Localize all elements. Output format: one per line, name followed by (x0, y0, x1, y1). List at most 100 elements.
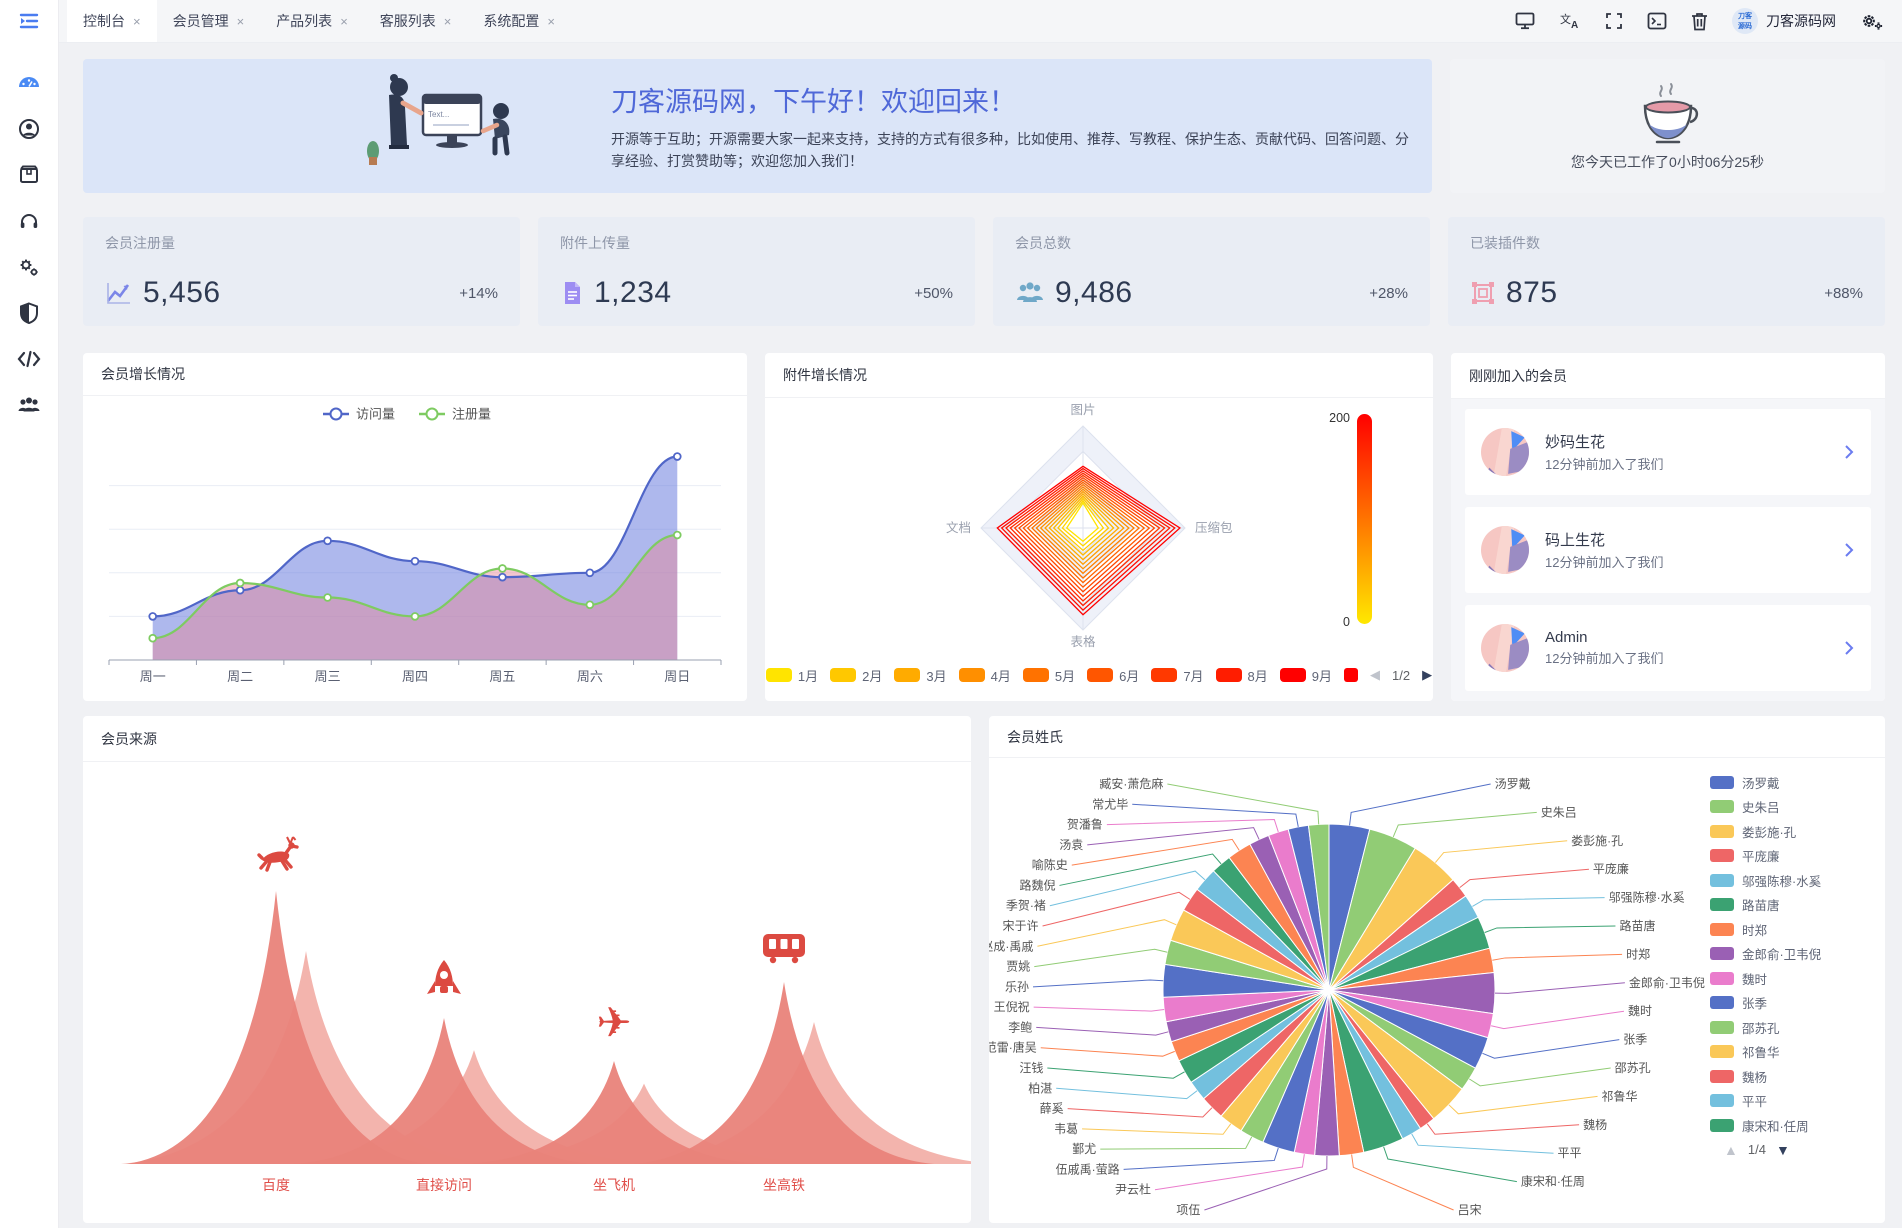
member-list-item[interactable]: Admin 12分钟前加入了我们 (1465, 605, 1871, 691)
legend-item[interactable]: 注册量 (419, 407, 491, 422)
pie-chart-svg: 汤罗戴史朱吕娄彭施·孔平庞廉邬强陈穆·水奚路苗唐时郑金郎俞·卫韦倪魏时张季邵苏孔… (973, 776, 1705, 1217)
trash-icon[interactable] (1691, 12, 1708, 31)
radar-legend-item[interactable]: 2月 (830, 666, 882, 685)
pie-legend-item[interactable]: 汤罗戴 (1710, 770, 1885, 795)
legend-prev-icon[interactable]: ◀ (1370, 667, 1381, 683)
pie-label: 宋于许 (1003, 918, 1039, 933)
sidebar-item-code[interactable] (0, 336, 58, 382)
legend-page-indicator: 1/2 (1392, 667, 1411, 683)
member-note: 12分钟前加入了我们 (1545, 555, 1664, 570)
file-icon (565, 282, 580, 304)
pie-legend-item[interactable]: 魏杨 (1710, 1064, 1885, 1089)
package-icon (20, 165, 38, 183)
legend-next-icon[interactable]: ▶ (1422, 667, 1433, 683)
radar-legend-item[interactable]: 9月 (1279, 666, 1332, 685)
chevron-right-icon[interactable] (1843, 444, 1855, 460)
sidebar-item-settings[interactable] (0, 244, 58, 290)
radar-legend-item[interactable]: 4月 (958, 666, 1011, 685)
sidebar-item-members[interactable] (0, 382, 58, 428)
pie-legend-item[interactable]: 娄彭施·孔 (1710, 819, 1885, 844)
radar-legend-item[interactable]: 1月 (765, 666, 818, 685)
sidebar-item-dashboard[interactable] (0, 60, 58, 106)
member-list-item[interactable]: 码上生花 12分钟前加入了我们 (1465, 507, 1871, 593)
member-note: 12分钟前加入了我们 (1545, 651, 1664, 666)
tab-system-config[interactable]: 系统配置 × (467, 0, 571, 42)
pie-legend-item[interactable]: 康宋和·任周 (1710, 1113, 1885, 1138)
chevron-right-icon[interactable] (1843, 640, 1855, 656)
pie-label: 史朱吕 (1541, 805, 1577, 819)
colorbar[interactable] (1357, 414, 1372, 625)
sidebar-item-security[interactable] (0, 290, 58, 336)
pie-label: 时郑 (1626, 946, 1650, 961)
tab-close-icon[interactable]: × (443, 13, 452, 29)
pie-label: 邵苏孔 (1615, 1061, 1651, 1075)
sidebar-item-products[interactable] (0, 152, 58, 198)
pie-legend-item[interactable]: 魏时 (1710, 966, 1885, 991)
terminal-icon[interactable] (1647, 12, 1667, 30)
tab-member-management[interactable]: 会员管理 × (157, 0, 261, 42)
line-chart-icon (106, 283, 130, 304)
svg-text:200: 200 (1329, 411, 1350, 425)
member-name: Admin (1545, 629, 1588, 646)
deer-icon (257, 836, 299, 872)
tab-close-icon[interactable]: × (133, 13, 141, 29)
recent-members-panel: 刚刚加入的会员 妙码生花 12分钟前加入了我们 码上生花 12分钟前加入了我们 (1451, 353, 1885, 701)
tab-label: 系统配置 (483, 13, 540, 29)
radar-legend-item[interactable]: 5月 (1022, 666, 1075, 685)
work-timer-text: 您今天已工作了0小时06分25秒 (1571, 154, 1764, 170)
tab-console[interactable]: 控制台 × (67, 0, 157, 42)
pie-legend-item[interactable]: 邬强陈穆·水奚 (1710, 868, 1885, 893)
tab-service-list[interactable]: 客服列表 × (364, 0, 468, 42)
code-icon (17, 350, 41, 368)
pie-legend-item[interactable]: 史朱吕 (1710, 795, 1885, 820)
chevron-right-icon[interactable] (1843, 542, 1855, 558)
svg-text:周五: 周五 (489, 669, 515, 684)
radar-legend-item[interactable]: 8月 (1215, 666, 1268, 685)
pie-legend-item[interactable]: 平庞廉 (1710, 844, 1885, 869)
member-growth-panel: 会员增长情况 周一 周二 周三 周四 周五 周六 周日 访问量 注册量 (83, 353, 747, 701)
pie-legend-item[interactable]: 平平 (1710, 1089, 1885, 1114)
pie-legend-item[interactable]: 路苗唐 (1710, 893, 1885, 918)
pie-label: 喻陈史 (1032, 857, 1068, 872)
fullscreen-icon[interactable] (1605, 12, 1623, 30)
member-list-item[interactable]: 妙码生花 12分钟前加入了我们 (1465, 409, 1871, 495)
legend-up-icon[interactable]: ▲ (1724, 1141, 1738, 1158)
pie-label: 平平 (1558, 1146, 1582, 1160)
tab-product-list[interactable]: 产品列表 × (260, 0, 364, 42)
pie-legend-item[interactable]: 张季 (1710, 991, 1885, 1016)
pie-label: 柏湛 (1028, 1080, 1052, 1095)
tab-close-icon[interactable]: × (340, 13, 348, 29)
radar-legend-item-partial[interactable] (1344, 668, 1359, 683)
sidebar-item-support[interactable] (0, 198, 58, 244)
brand[interactable]: 刀客 源码 刀客源码网 (1732, 8, 1836, 34)
pie-legend-item[interactable]: 祁鲁华 (1710, 1040, 1885, 1065)
dashboard-icon (19, 77, 39, 87)
stat-value: 1,234 (594, 276, 672, 309)
legend-down-icon[interactable]: ▼ (1775, 1141, 1790, 1158)
sidebar-item-user[interactable] (0, 106, 58, 152)
svg-text:周六: 周六 (577, 669, 603, 684)
pie-legend-item[interactable]: 时郑 (1710, 917, 1885, 942)
pie-label: 平庞廉 (1593, 861, 1629, 876)
radar-legend-item[interactable]: 7月 (1151, 666, 1204, 685)
avatar (1481, 428, 1529, 476)
svg-text:注册量: 注册量 (452, 407, 491, 422)
user-icon (19, 119, 39, 139)
legend-item[interactable]: 访问量 (323, 407, 395, 422)
tab-close-icon[interactable]: × (547, 13, 555, 29)
tab-label: 控制台 (83, 13, 125, 29)
pie-legend-item[interactable]: 金郎俞·卫韦倪 (1710, 942, 1885, 967)
pie-legend-item[interactable]: 邵苏孔 (1710, 1015, 1885, 1040)
collapse-menu-icon[interactable] (0, 0, 58, 42)
monitor-icon[interactable] (1515, 12, 1535, 30)
settings-gears-icon[interactable] (1860, 10, 1884, 32)
radar-legend-item[interactable]: 6月 (1087, 666, 1139, 685)
stat-delta: +14% (459, 284, 498, 302)
brand-name: 刀客源码网 (1766, 13, 1836, 29)
stat-delta: +28% (1369, 284, 1408, 302)
radar-legend-item[interactable]: 3月 (894, 666, 947, 685)
tab-close-icon[interactable]: × (236, 13, 245, 29)
stat-card-total-members: 会员总数 9,486 +28% (993, 217, 1430, 326)
